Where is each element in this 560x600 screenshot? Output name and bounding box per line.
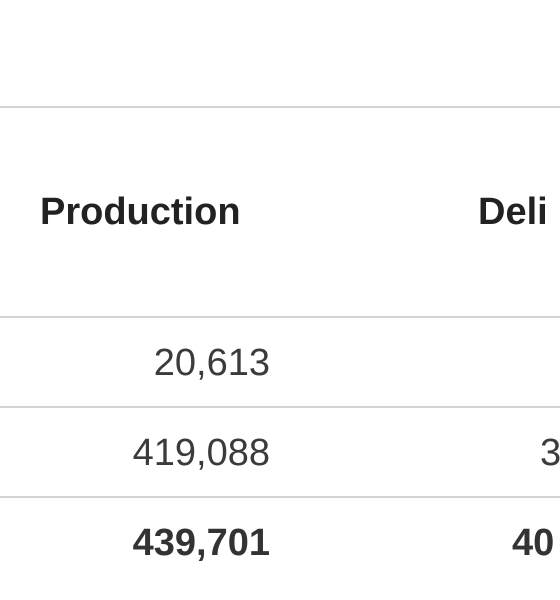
row-divider-2 <box>0 496 560 498</box>
deliveries-header-partial: Deli <box>478 191 548 233</box>
production-header: Production <box>40 191 241 233</box>
delivery-total-partial: 40 <box>512 522 555 564</box>
delivery-value-row-2-partial: 3 <box>540 432 560 474</box>
production-value-row-2: 419,088 <box>132 432 270 474</box>
row-divider-1 <box>0 406 560 408</box>
production-total: 439,701 <box>132 522 270 564</box>
production-value-row-1: 20,613 <box>153 342 270 384</box>
table-top-divider <box>0 106 560 108</box>
header-divider <box>0 316 560 318</box>
